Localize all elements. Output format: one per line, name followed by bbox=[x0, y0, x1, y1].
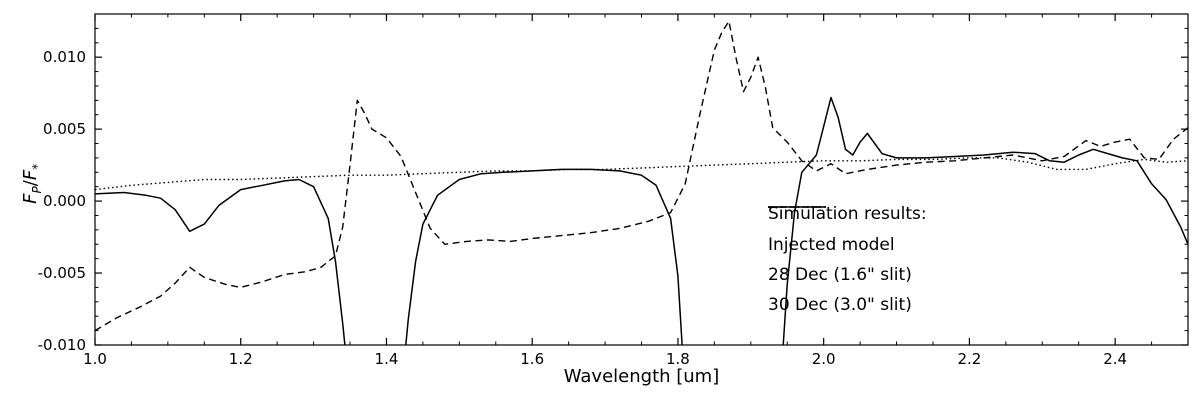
x-axis-label: Wavelength [um] bbox=[563, 366, 720, 387]
legend-label-28-dec: 28 Dec (1.6" slit) bbox=[768, 265, 912, 285]
legend-title: Simulation results: bbox=[768, 204, 927, 224]
x-tick-label: 1.6 bbox=[520, 350, 544, 368]
y-tick-label: 0.005 bbox=[43, 120, 86, 138]
ylabel-sub-star: * bbox=[29, 163, 44, 170]
legend-label-injected-model: Injected model bbox=[768, 235, 895, 255]
x-tick-label: 1.0 bbox=[83, 350, 107, 368]
ylabel-slash: / bbox=[20, 180, 42, 187]
y-tick-label: 0.010 bbox=[43, 48, 86, 66]
y-axis-label: FP/F* bbox=[20, 114, 44, 254]
x-tick-label: 2.0 bbox=[812, 350, 836, 368]
legend-label-30-dec: 30 Dec (3.0" slit) bbox=[768, 295, 912, 315]
y-tick-label: 0.000 bbox=[43, 192, 86, 210]
ylabel-sub-P: P bbox=[29, 186, 44, 194]
legend: Simulation results: Injected model 28 De… bbox=[768, 204, 927, 320]
x-tick-label: 2.4 bbox=[1103, 350, 1127, 368]
ylabel-F1: F bbox=[20, 193, 42, 204]
y-tick-label: -0.005 bbox=[38, 264, 86, 282]
series-curve-solid bbox=[95, 96, 1188, 345]
solid-line-sample-icon bbox=[768, 206, 826, 208]
y-tick-label: -0.010 bbox=[38, 336, 86, 354]
x-tick-label: 1.2 bbox=[229, 350, 253, 368]
series-curve-dashed bbox=[95, 20, 1188, 332]
legend-item-28-dec: 28 Dec (1.6" slit) bbox=[768, 206, 927, 290]
series-curve-dotted bbox=[95, 157, 1188, 191]
x-tick-label: 1.4 bbox=[375, 350, 399, 368]
legend-item-injected-model: Injected model bbox=[768, 206, 927, 260]
legend-item-30-dec: 30 Dec (3.0" slit) bbox=[768, 206, 927, 320]
ylabel-F2: F bbox=[20, 169, 42, 181]
x-tick-label: 1.8 bbox=[666, 350, 690, 368]
x-tick-label: 2.2 bbox=[957, 350, 981, 368]
